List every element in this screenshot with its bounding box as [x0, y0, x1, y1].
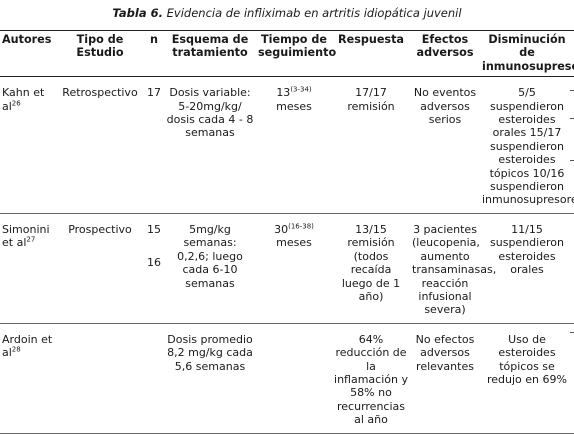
margin-tick — [570, 160, 574, 161]
cell-autor: Ardoin et al28 — [0, 323, 56, 434]
n-value-2: 16 — [147, 256, 161, 270]
cell-respuesta: 64% reducción de la inflamación y 58% no… — [332, 323, 410, 434]
tiempo-value: 30 — [274, 222, 289, 236]
cell-esquema: Dosis variable: 5-20mg/kg/ dosis cada 4 … — [164, 76, 256, 214]
cell-disminucion: 11/15 suspendieron esteroides orales — [480, 213, 574, 324]
cell-efectos: 3 pacientes (leucopenia, aumento transam… — [410, 213, 496, 324]
header-disminucion: Disminución de inmunosupresores — [480, 29, 574, 78]
header-tipo: Tipo de Estudio — [56, 29, 144, 78]
tiempo-ref: (16-38) — [288, 222, 314, 231]
tiempo-unit: meses — [276, 236, 312, 250]
cell-respuesta: 17/17 remisión — [332, 76, 410, 214]
cell-n — [144, 323, 164, 434]
cell-disminucion: Uso de esteroides tópicos se redujo en 6… — [480, 323, 574, 434]
table-caption: Tabla 6. Evidencia de infliximab en artr… — [0, 6, 574, 20]
cell-tipo: Prospectivo — [56, 213, 144, 324]
table-row: Ardoin et al28 Dosis promedio 8,2 mg/kg … — [0, 323, 574, 434]
cell-efectos: No efectos adversos relevantes — [410, 323, 480, 434]
caption-text: Evidencia de infliximab en artritis idio… — [166, 6, 462, 20]
cell-esquema: 5mg/kg semanas: 0,2,6; luego cada 6-10 s… — [164, 213, 256, 324]
tiempo-value: 13 — [276, 86, 291, 100]
cell-respuesta: 13/15 remisión (todos recaída luego de 1… — [332, 213, 410, 324]
author-name: Ardoin et al — [2, 332, 53, 360]
header-row: Autores Tipo de Estudio n Esquema de tra… — [0, 29, 574, 78]
cell-tiempo — [256, 323, 332, 434]
header-n: n — [144, 29, 164, 78]
cell-tipo — [56, 323, 144, 434]
cell-n: 17 — [144, 76, 164, 214]
header-respuesta: Respuesta — [332, 29, 410, 78]
cell-tiempo: 13(3-34) meses — [256, 76, 332, 214]
margin-tick — [570, 332, 574, 333]
evidence-table: Autores Tipo de Estudio n Esquema de tra… — [0, 29, 574, 434]
author-ref: 27 — [26, 235, 36, 244]
n-value: 15 — [147, 222, 161, 236]
author-name: Kahn et al — [2, 86, 45, 113]
header-efectos: Efectos adversos — [410, 29, 480, 78]
header-autores: Autores — [0, 29, 56, 78]
author-ref: 28 — [11, 345, 21, 354]
cell-disminucion: 5/5 suspendieron esteroides orales 15/17… — [480, 76, 574, 214]
table-row: Kahn et al26 Retrospectivo 17 Dosis vari… — [0, 76, 574, 214]
tiempo-unit: meses — [276, 99, 312, 113]
margin-tick — [570, 90, 574, 91]
author-name: Simonini et al — [2, 222, 50, 250]
tiempo-ref: (3-34) — [290, 85, 312, 94]
cell-efectos: No eventos adversos serios — [410, 76, 480, 214]
header-tiempo: Tiempo de seguimiento — [256, 29, 336, 78]
margin-tick — [570, 118, 574, 119]
author-ref: 26 — [11, 98, 21, 107]
caption-label: Tabla 6. — [112, 6, 163, 20]
cell-tiempo: 30(16-38) meses — [256, 213, 332, 324]
cell-autor: Simonini et al27 — [0, 213, 56, 324]
table-row: Simonini et al27 Prospectivo 15 16 5mg/kg… — [0, 213, 574, 324]
cell-autor: Kahn et al26 — [0, 76, 56, 214]
cell-esquema: Dosis promedio 8,2 mg/kg cada 5,6 semana… — [164, 323, 256, 434]
cell-n: 15 16 — [144, 213, 164, 324]
header-esquema: Esquema de tratamiento — [164, 29, 256, 78]
cell-tipo: Retrospectivo — [56, 76, 144, 214]
